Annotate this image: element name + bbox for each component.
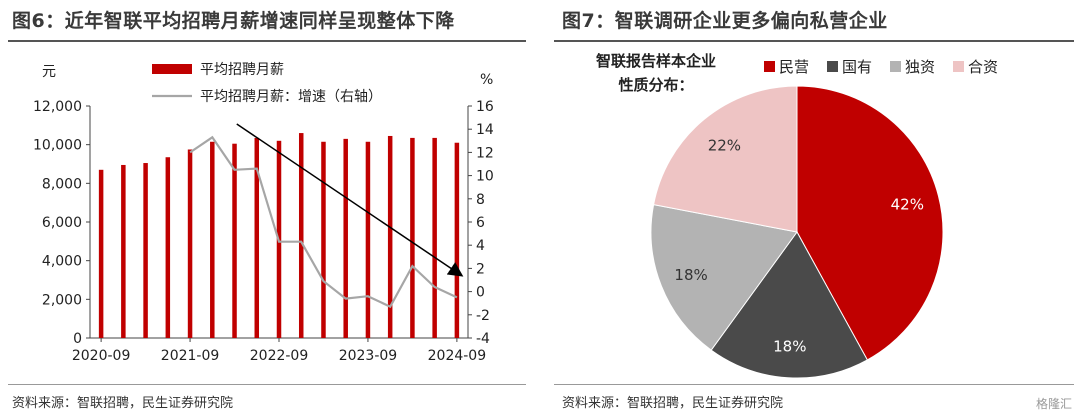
- watermark-logo: 格隆汇: [1035, 397, 1072, 411]
- bar-salary: [254, 137, 260, 338]
- legend-swatch: [764, 61, 775, 72]
- bar-salary: [298, 133, 304, 338]
- left-axis-unit: 元: [42, 64, 56, 80]
- left-tick-label: 4,000: [42, 254, 82, 270]
- left-tick-label: 6,000: [42, 215, 82, 231]
- title-divider: [554, 40, 1074, 42]
- legend-label: 独资: [905, 58, 935, 76]
- right-tick-label: 8: [476, 192, 485, 208]
- bar-line-chart: 0 2,000 4,000 6,000 8,000 10,000 12,000 -4 -2 0 2 4…: [33, 62, 494, 364]
- bar-salary: [143, 163, 148, 338]
- trend-arrow: [236, 123, 464, 277]
- pie-slice: [650, 204, 798, 351]
- figure-6-source: 资料来源：智联招聘，民生证券研究院: [12, 396, 234, 411]
- figure-6-title: 图6：近年智联平均招聘月薪增速同样呈现整体下降: [12, 10, 455, 32]
- legend-label-bar: 平均招聘月薪: [200, 62, 284, 78]
- pie-title-line-2: 性质分布：: [618, 76, 693, 94]
- right-tick-label: -2: [476, 308, 490, 324]
- figure-7-source: 资料来源：智联招聘，民生证券研究院: [562, 396, 784, 411]
- right-tick-label: 0: [476, 285, 485, 301]
- bar-salary: [210, 141, 215, 338]
- left-tick-label: 8,000: [42, 176, 82, 192]
- right-tick-label: 16: [476, 99, 494, 115]
- source-divider: [554, 384, 1074, 385]
- x-tick-label: 2021-09: [161, 348, 220, 364]
- bar-salary: [121, 164, 126, 338]
- legend-swatch: [890, 61, 901, 72]
- bar-salary: [232, 143, 237, 338]
- right-tick-label: 12: [476, 145, 494, 161]
- pie-data-label: 18%: [674, 266, 707, 284]
- left-tick-label: 12,000: [33, 99, 82, 115]
- title-divider: [8, 40, 526, 42]
- right-tick-label: -4: [476, 331, 490, 347]
- pie-data-label: 18%: [773, 338, 806, 356]
- line-growth-rate: [189, 135, 458, 309]
- legend-label: 国有: [842, 58, 872, 76]
- legend-label: 民营: [779, 58, 809, 76]
- figure-6-panel: 图6：近年智联平均招聘月薪增速同样呈现整体下降 0 2,000 4,000 6,000…: [8, 10, 526, 411]
- right-tick-label: 2: [476, 261, 485, 277]
- right-tick-label: 10: [476, 169, 494, 185]
- bar-salary: [187, 149, 193, 338]
- right-tick-label: 14: [476, 122, 494, 138]
- figure-7-title: 图7：智联调研企业更多偏向私营企业: [562, 10, 888, 32]
- bar-salary: [454, 142, 460, 338]
- bar-salary: [165, 157, 171, 338]
- left-tick-label: 10,000: [33, 138, 82, 154]
- legend-label: 合资: [968, 58, 998, 76]
- x-tick-label: 2020-09: [72, 348, 131, 364]
- bar-salary: [387, 135, 393, 338]
- bar-salary: [432, 137, 437, 338]
- pie-title-line-1: 智联报告样本企业: [596, 52, 716, 70]
- bar-salary: [365, 141, 371, 338]
- bar-salary: [410, 137, 415, 338]
- pie-data-label: 42%: [891, 196, 924, 214]
- pie-slice: [710, 231, 869, 379]
- figure-7-panel: 图7：智联调研企业更多偏向私营企业 智联报告样本企业 性质分布： 民营 国有 独资 合资 4…: [540, 0, 1080, 416]
- legend-swatch-bar: [152, 64, 192, 74]
- legend-swatch: [953, 61, 964, 72]
- legend-label-line: 平均招聘月薪：增速（右轴）: [200, 89, 382, 105]
- pie-slice: [796, 85, 944, 361]
- right-tick-label: 6: [476, 215, 485, 231]
- left-tick-label: 0: [73, 331, 82, 347]
- x-tick-label: 2023-09: [339, 348, 398, 364]
- pie-data-label: 22%: [708, 136, 741, 154]
- legend-swatch: [827, 61, 838, 72]
- right-axis-unit: %: [480, 72, 493, 88]
- left-tick-label: 2,000: [42, 292, 82, 308]
- right-tick-label: 4: [476, 238, 485, 254]
- bar-salary: [321, 141, 326, 338]
- pie-slice: [653, 85, 798, 233]
- x-tick-label: 2024-09: [428, 348, 487, 364]
- source-divider: [8, 384, 526, 385]
- x-tick-label: 2022-09: [250, 348, 309, 364]
- bar-salary: [98, 169, 104, 338]
- bar-salary: [343, 138, 348, 338]
